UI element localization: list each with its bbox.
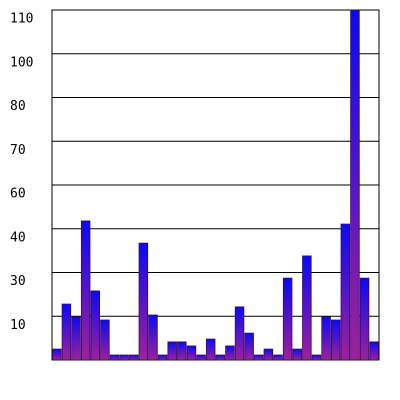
bar	[369, 341, 379, 361]
bar	[90, 290, 101, 361]
bar	[177, 341, 187, 361]
bar	[80, 220, 91, 361]
y-tick-label: 60	[10, 187, 26, 202]
bar	[205, 338, 216, 361]
bar	[61, 303, 72, 361]
bar	[186, 345, 197, 361]
bar	[234, 306, 245, 361]
y-tick-label: 110	[10, 12, 33, 27]
bar	[340, 223, 351, 361]
bar	[52, 348, 62, 361]
bar	[71, 316, 81, 361]
bar	[302, 255, 312, 361]
bar	[282, 277, 293, 361]
bar	[350, 9, 360, 361]
y-tick-label: 80	[10, 99, 26, 114]
bar	[148, 314, 158, 361]
bar	[215, 354, 226, 361]
bar	[109, 354, 120, 361]
bar	[100, 319, 110, 361]
bar	[138, 242, 149, 361]
y-tick-label: 100	[10, 55, 33, 70]
bar	[292, 348, 302, 361]
bar	[129, 354, 139, 361]
bar	[225, 345, 235, 361]
y-tick-label: 30	[10, 274, 26, 289]
y-tick-label: 40	[10, 230, 26, 245]
bar	[263, 348, 274, 361]
bar	[254, 354, 264, 361]
bar	[157, 354, 168, 361]
bar	[196, 354, 206, 361]
bar	[330, 319, 341, 361]
bar	[167, 341, 177, 361]
bar	[321, 316, 331, 361]
bar	[273, 354, 283, 361]
y-tick-label: 10	[10, 318, 26, 333]
bar	[311, 354, 322, 361]
bar	[119, 354, 129, 361]
bar	[244, 332, 254, 361]
y-tick-label: 70	[10, 143, 26, 158]
bar	[359, 277, 370, 361]
